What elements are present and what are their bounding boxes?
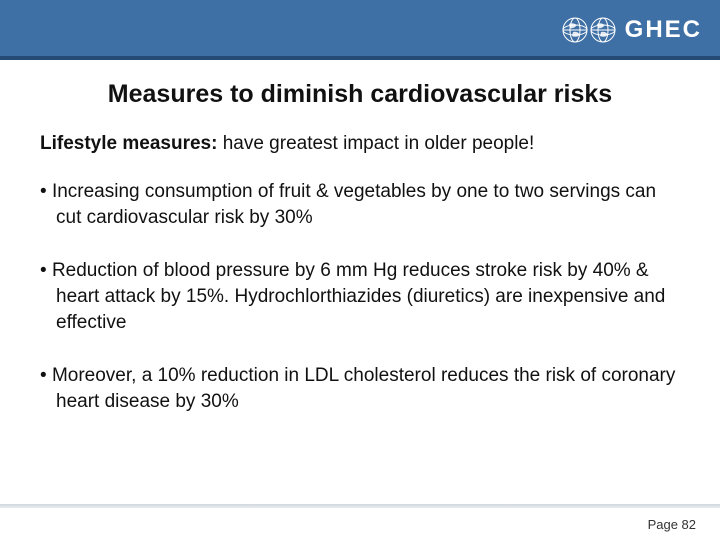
slide: GHEC Measures to diminish cardiovascular… [0,0,720,540]
footer-divider [0,504,720,508]
logo: GHEC [561,16,702,44]
slide-title: Measures to diminish cardiovascular risk… [40,80,680,109]
bullet-list: Increasing consumption of fruit & vegeta… [40,179,680,414]
subtitle-rest: have greatest impact in older people! [217,133,534,154]
list-item: Reduction of blood pressure by 6 mm Hg r… [40,258,680,335]
logo-text: GHEC [625,16,702,44]
list-item: Moreover, a 10% reduction in LDL cholest… [40,363,680,414]
header-bar: GHEC [0,0,720,60]
header-underline [0,56,720,60]
content-area: Measures to diminish cardiovascular risk… [0,60,720,504]
page-number: Page 82 [648,517,696,532]
footer: Page 82 [0,504,720,540]
subtitle-bold: Lifestyle measures: [40,133,217,154]
globe-icon [561,16,617,44]
subtitle: Lifestyle measures: have greatest impact… [40,133,680,155]
list-item: Increasing consumption of fruit & vegeta… [40,179,680,230]
